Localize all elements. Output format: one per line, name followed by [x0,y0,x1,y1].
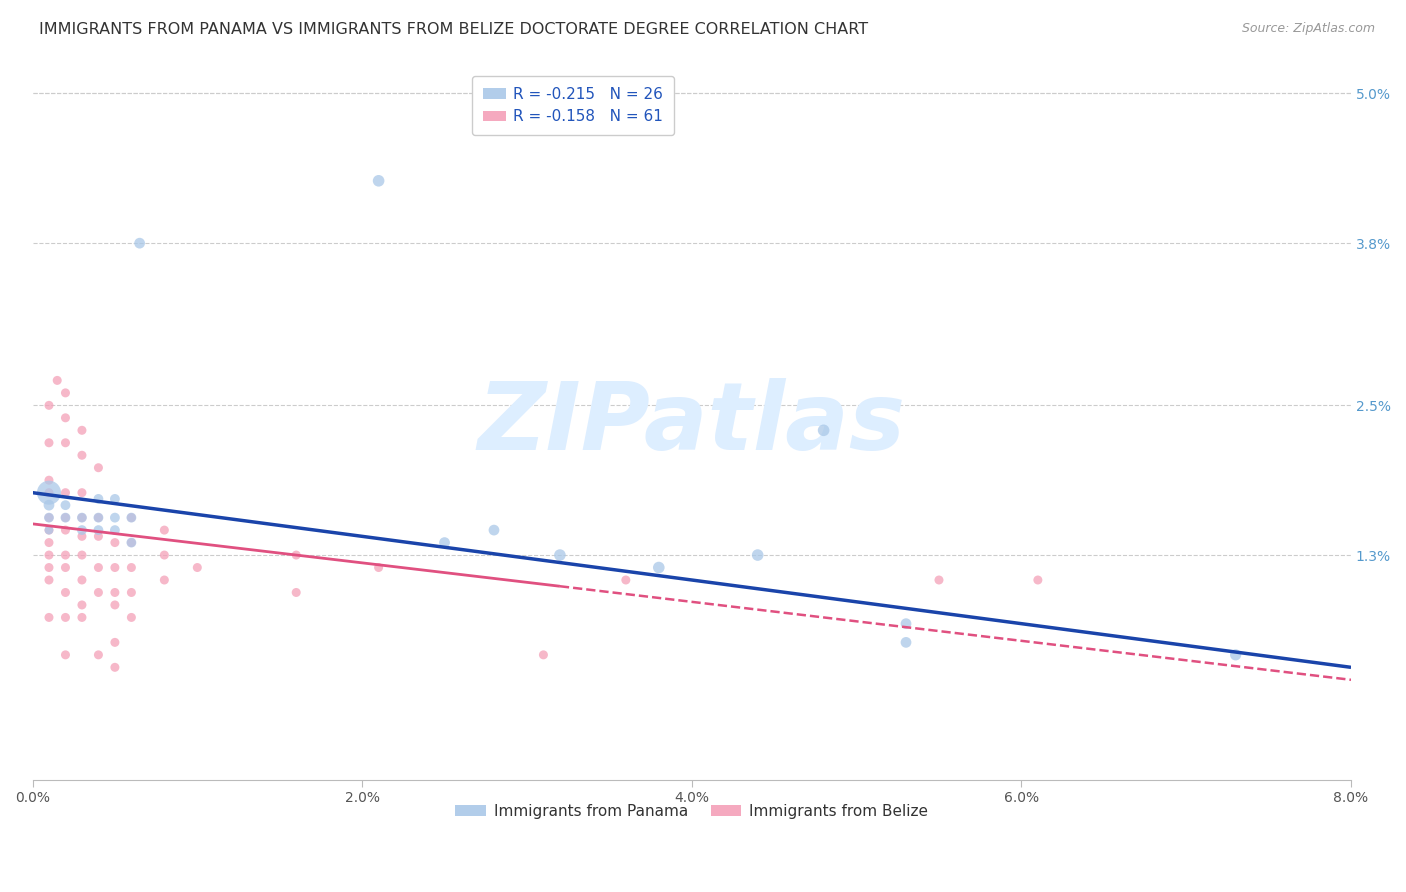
Point [120,535,142,549]
Point [70,523,93,537]
Point [87,648,110,662]
Point [38,573,60,587]
Point [104,560,127,574]
Point [55,585,77,599]
Point [46,373,69,387]
Point [87,510,110,524]
Point [433,535,456,549]
Text: IMMIGRANTS FROM PANAMA VS IMMIGRANTS FROM BELIZE DOCTORATE DEGREE CORRELATION CH: IMMIGRANTS FROM PANAMA VS IMMIGRANTS FRO… [39,22,869,37]
Point [87,585,110,599]
Point [70,448,93,462]
Point [38,523,60,537]
Point [128,236,150,251]
Point [153,523,176,537]
Point [87,529,110,543]
Point [70,529,93,543]
Point [285,548,308,562]
Point [70,485,93,500]
Point [38,485,60,500]
Point [533,648,555,662]
Point [87,491,110,506]
Point [87,523,110,537]
Point [38,510,60,524]
Legend: Immigrants from Panama, Immigrants from Belize: Immigrants from Panama, Immigrants from … [450,798,934,825]
Point [104,523,127,537]
Point [120,610,142,624]
Point [70,598,93,612]
Point [614,573,637,587]
Point [70,573,93,587]
Point [70,423,93,437]
Point [87,510,110,524]
Point [482,523,505,537]
Point [104,635,127,649]
Point [70,510,93,524]
Point [55,385,77,400]
Point [87,460,110,475]
Point [70,610,93,624]
Point [153,573,176,587]
Point [120,560,142,574]
Point [104,510,127,524]
Point [38,610,60,624]
Point [55,610,77,624]
Point [648,560,671,574]
Point [38,473,60,487]
Point [120,510,142,524]
Point [1225,648,1247,662]
Point [38,435,60,450]
Point [55,485,77,500]
Point [153,548,176,562]
Point [367,560,389,574]
Point [1026,573,1049,587]
Point [813,423,835,437]
Point [55,410,77,425]
Point [120,535,142,549]
Point [928,573,950,587]
Point [186,560,208,574]
Point [38,498,60,512]
Point [747,548,769,562]
Point [38,398,60,412]
Point [55,510,77,524]
Point [38,535,60,549]
Point [55,435,77,450]
Point [55,648,77,662]
Point [70,510,93,524]
Point [104,585,127,599]
Point [55,523,77,537]
Point [104,598,127,612]
Point [87,560,110,574]
Point [894,635,917,649]
Point [55,560,77,574]
Point [285,585,308,599]
Point [55,548,77,562]
Point [38,523,60,537]
Point [38,548,60,562]
Point [38,485,60,500]
Point [55,510,77,524]
Point [120,585,142,599]
Point [104,535,127,549]
Point [38,510,60,524]
Point [894,616,917,631]
Point [548,548,571,562]
Text: ZIPatlas: ZIPatlas [478,378,905,470]
Point [120,510,142,524]
Point [38,560,60,574]
Point [70,548,93,562]
Point [367,174,389,188]
Point [104,660,127,674]
Point [55,498,77,512]
Text: Source: ZipAtlas.com: Source: ZipAtlas.com [1241,22,1375,36]
Point [104,491,127,506]
